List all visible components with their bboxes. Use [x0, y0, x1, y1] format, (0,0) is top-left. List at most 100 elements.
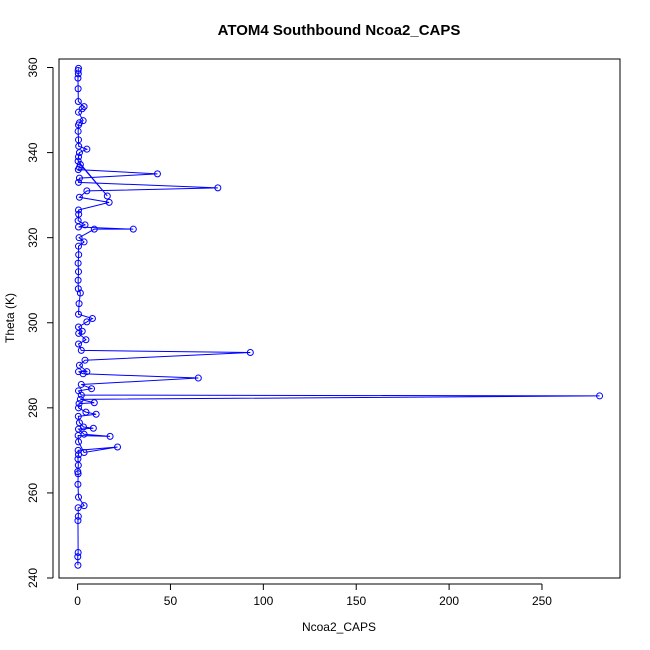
data-point	[74, 157, 82, 165]
data-point	[90, 399, 98, 407]
data-point	[80, 449, 88, 457]
data-point	[82, 336, 90, 344]
data-point	[77, 380, 85, 388]
data-point	[75, 323, 83, 331]
series-0	[74, 64, 604, 569]
data-point	[89, 424, 97, 432]
data-point	[76, 395, 84, 403]
data-point	[74, 512, 82, 520]
data-point	[74, 446, 82, 454]
data-point	[75, 163, 83, 171]
data-point	[88, 315, 96, 322]
chart-title: ATOM4 Southbound Ncoa2_CAPS	[218, 22, 461, 39]
data-point	[75, 178, 83, 186]
data-point	[83, 318, 91, 326]
plot-area	[58, 58, 621, 579]
y-tick-label: 280	[26, 398, 40, 418]
data-point	[75, 119, 83, 127]
data-point	[75, 419, 83, 427]
y-tick-label: 260	[26, 483, 40, 503]
data-point	[83, 145, 91, 153]
x-tick-label: 200	[439, 594, 459, 608]
data-point	[246, 349, 254, 357]
x-tick-label: 0	[74, 594, 81, 608]
data-point	[75, 64, 83, 72]
data-point	[80, 502, 88, 510]
data-point	[75, 340, 83, 348]
x-tick-label: 150	[346, 594, 366, 608]
data-point	[74, 504, 82, 512]
data-point	[75, 193, 83, 201]
data-point	[74, 561, 82, 569]
x-tick-label: 250	[532, 594, 552, 608]
data-point	[79, 117, 87, 125]
data-point	[74, 259, 82, 267]
data-point	[75, 310, 83, 318]
data-point	[78, 327, 86, 335]
data-point	[88, 385, 96, 393]
data-point	[74, 548, 82, 556]
data-point	[75, 361, 83, 369]
data-point	[75, 404, 83, 412]
series-layer	[74, 64, 604, 569]
data-point	[75, 136, 83, 144]
data-point	[75, 174, 83, 182]
data-point	[75, 251, 83, 259]
data-point	[81, 356, 89, 364]
data-point	[83, 368, 91, 376]
data-point	[90, 225, 98, 233]
y-tick-label: 300	[26, 312, 40, 332]
data-point	[80, 430, 88, 438]
x-tick-label: 100	[253, 594, 273, 608]
data-point	[92, 410, 100, 418]
x-axis: 0 50 100 150 200 250	[74, 583, 552, 608]
data-point	[596, 392, 604, 400]
data-point	[75, 210, 83, 218]
data-point	[76, 289, 84, 297]
data-point	[77, 346, 85, 354]
data-point	[214, 184, 222, 192]
data-point	[78, 105, 86, 113]
data-point	[74, 412, 82, 420]
data-point	[81, 221, 89, 229]
data-point	[74, 455, 82, 463]
data-point	[74, 74, 82, 82]
y-axis-label: Theta (K)	[3, 293, 17, 343]
data-point	[74, 98, 82, 106]
data-point	[83, 187, 91, 195]
data-point	[74, 517, 82, 525]
data-point	[75, 387, 83, 395]
y-tick-label: 320	[26, 227, 40, 247]
data-point	[75, 300, 83, 308]
data-point	[80, 423, 88, 431]
data-point	[75, 493, 83, 501]
data-point	[74, 276, 82, 284]
data-point	[75, 242, 83, 250]
data-point	[194, 374, 202, 382]
data-point	[105, 198, 113, 206]
data-point	[75, 206, 83, 214]
x-tick-label: 50	[164, 594, 178, 608]
data-point	[74, 285, 82, 293]
data-point	[75, 268, 83, 276]
x-axis-label: Ncoa2_CAPS	[302, 620, 376, 634]
y-tick-label: 360	[26, 57, 40, 77]
series-line	[77, 68, 600, 566]
y-tick-label: 340	[26, 142, 40, 162]
data-point	[103, 192, 111, 200]
data-point	[106, 432, 114, 440]
data-point	[80, 103, 88, 111]
data-point	[75, 234, 83, 242]
y-axis: 240 260 280 300 320 340 360	[26, 57, 54, 588]
data-point	[75, 400, 83, 408]
data-point	[74, 553, 82, 561]
data-point	[82, 408, 90, 416]
data-point	[114, 443, 122, 451]
data-point	[75, 368, 83, 376]
data-point	[153, 170, 161, 178]
data-point	[74, 480, 82, 488]
data-point	[129, 225, 137, 233]
y-tick-label: 240	[26, 568, 40, 588]
data-point	[75, 153, 83, 161]
